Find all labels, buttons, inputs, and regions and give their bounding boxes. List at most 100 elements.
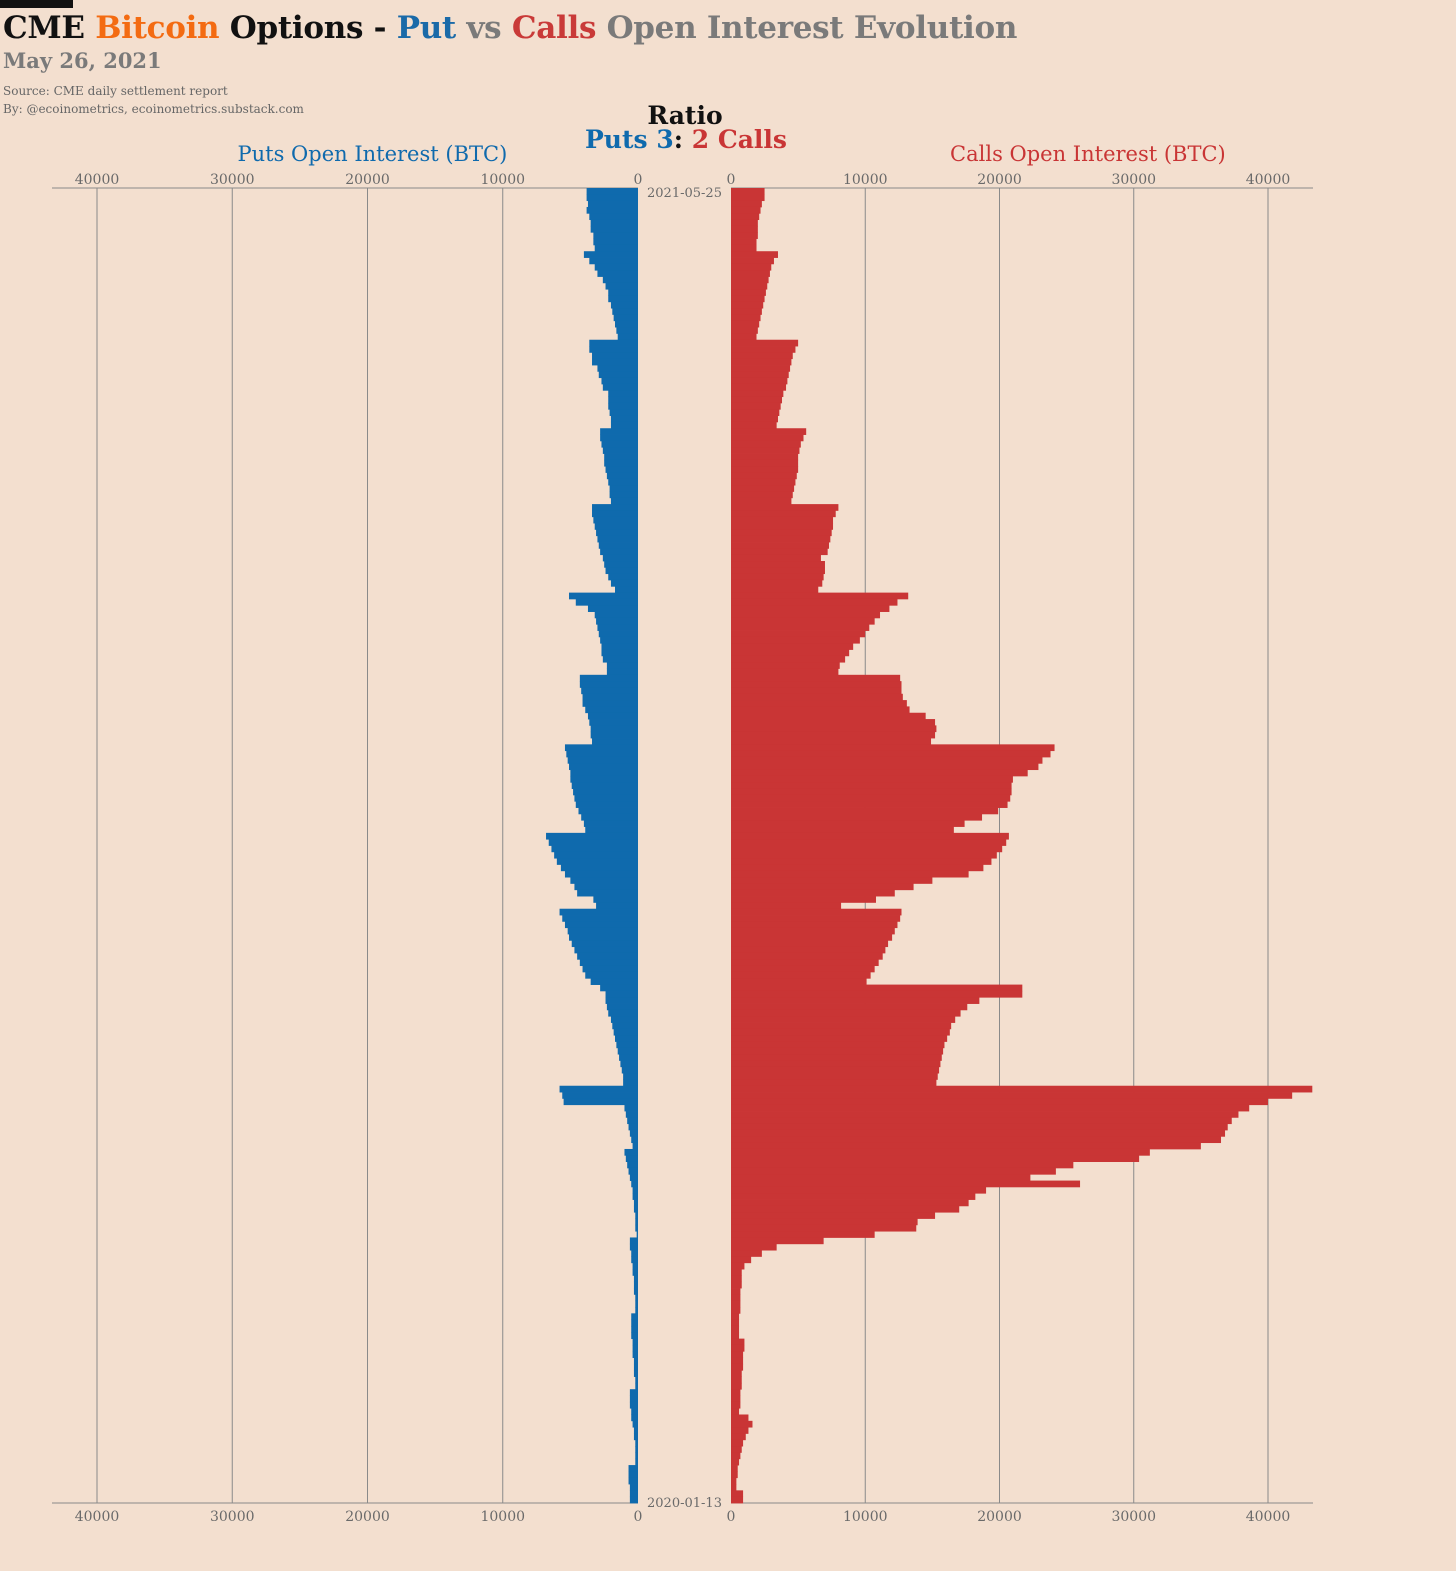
call-bar [731,1111,1239,1118]
put-bar [608,478,638,486]
call-bar [731,1009,961,1017]
call-bar [731,990,1023,998]
put-bar [628,1477,638,1485]
put-bar [608,295,638,303]
put-bar [600,428,638,435]
put-bar [624,1104,638,1112]
call-bar [731,339,799,347]
put-bar [633,1370,638,1377]
call-bar [731,807,999,815]
put-bar [546,832,638,840]
put-bar [633,1427,638,1434]
call-bar [731,1174,1031,1181]
put-bar [585,706,638,714]
put-bar [629,1129,638,1137]
call-bar [731,1269,742,1276]
call-bar [731,472,797,480]
call-bar [731,1281,742,1289]
call-bar [731,257,774,265]
call-bar [731,1073,938,1080]
call-bar [731,750,1051,758]
call-bar [731,984,1023,992]
puts-tick-label-top-20000: 20000 [345,172,390,188]
call-bar [731,813,983,821]
call-bar [731,864,984,872]
call-bar [731,1484,737,1491]
call-bar [731,1490,744,1498]
put-bar [602,554,638,562]
call-bar [731,826,954,834]
put-bar [577,889,638,897]
call-bar [731,782,1012,790]
call-bar [731,934,893,941]
put-bar [559,1085,638,1093]
call-bar [731,282,768,290]
call-bar [731,1363,744,1371]
put-bar [605,466,638,473]
put-bar [629,1496,638,1504]
call-bar [731,200,762,208]
call-bar [731,586,819,594]
put-bar [586,194,638,202]
put-bar [631,1136,638,1144]
call-bar [731,1477,737,1485]
put-bar [610,579,638,587]
call-bar [731,1237,824,1245]
call-bar [731,1382,742,1390]
call-bar [731,965,875,973]
call-bar [731,845,1003,853]
call-bar [731,643,854,650]
put-bar [563,1098,638,1106]
put-bar [610,415,638,423]
call-bar [731,719,936,726]
call-bar [731,769,1028,777]
put-bar [627,1117,638,1125]
call-bar [731,194,765,202]
call-bar [731,434,804,442]
put-bar [600,434,638,442]
call-bar [731,1307,741,1314]
call-bar [731,712,926,720]
put-bar [598,371,638,379]
call-bar [731,870,969,878]
call-bar [731,225,758,233]
put-bar [598,630,638,638]
put-bar [631,1332,638,1340]
put-bar [594,611,638,619]
call-bar [731,1439,744,1447]
call-bar [731,763,1039,771]
put-bar [631,1250,638,1257]
put-bar [624,1148,638,1156]
call-bar [731,516,834,524]
call-bar [731,1231,875,1238]
call-bar [731,1148,1150,1156]
put-bar [601,377,638,385]
call-bar [731,523,834,530]
call-bar [731,902,842,910]
call-bar [731,775,1013,783]
call-bar [731,1452,741,1460]
put-bar [606,662,638,669]
put-bar [620,1060,638,1068]
put-bar [606,472,638,480]
put-bar [635,1300,638,1308]
puts-tick-label-bottom-40000: 40000 [75,1509,120,1525]
title-part-2: Options - [219,10,397,46]
call-bar [731,1142,1201,1150]
call-bar [731,940,889,948]
date-label-end: 2020-01-13 [647,1496,722,1511]
call-bar [731,421,777,429]
put-bar [602,383,638,391]
put-bar [632,1186,638,1194]
put-bar [574,794,638,802]
call-bar [731,1408,740,1415]
put-bar [632,1262,638,1270]
call-bar [731,997,980,1004]
ratio-values: Puts 3: 2 Calls [585,125,787,154]
put-bar [593,516,638,524]
chart-title: CME Bitcoin Options - Put vs Calls Open … [3,10,1017,46]
call-bar [731,1060,941,1068]
call-bar [731,1332,740,1340]
puts-tick-label-bottom-0: 0 [634,1509,643,1525]
call-bar [731,1465,738,1472]
